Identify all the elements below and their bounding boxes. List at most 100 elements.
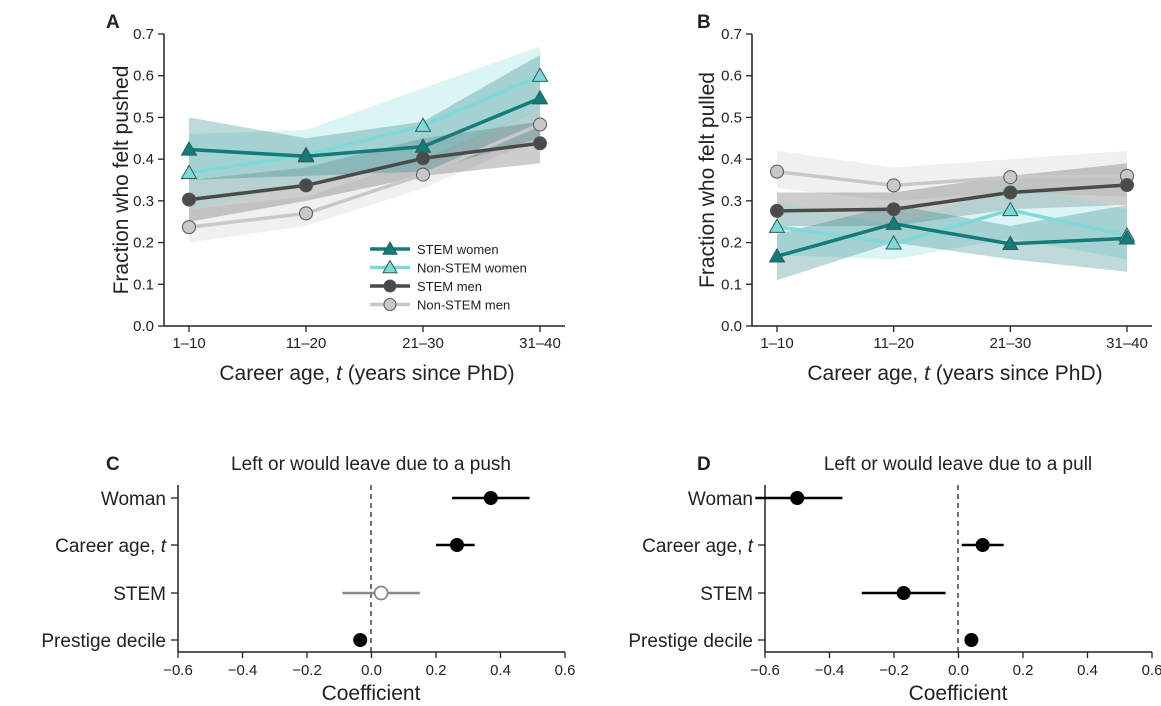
- panel-d-category-prestige-decile: Prestige decile: [628, 631, 753, 652]
- panel-b-point-stem-men: [1003, 185, 1018, 200]
- panel-d-letter: D: [697, 454, 711, 475]
- panel-b-ylabel: Fraction who felt pulled: [696, 72, 719, 288]
- panel-a-series-lines: [188, 74, 541, 229]
- panel-b-point-non-stem-women: [885, 234, 903, 250]
- legend-label-stem-women: STEM women: [417, 242, 499, 257]
- panel-d-xtick-label: −0.2: [879, 662, 909, 679]
- panel-b-point-stem-men: [886, 202, 901, 217]
- panel-c-xtick-label: 0.0: [361, 662, 382, 679]
- panel-b-point-stem-men: [770, 203, 784, 218]
- legend-marker-non-stem-men: [383, 298, 397, 311]
- panel-a-point-stem-men: [533, 136, 547, 151]
- panel-a-markers: [180, 67, 549, 235]
- panel-b-series-lines: [776, 169, 1128, 259]
- panel-b-ytick-label: 0.7: [721, 26, 742, 43]
- panel-c-category-stem: STEM: [113, 584, 166, 605]
- panel-b-point-non-stem-women: [768, 218, 786, 233]
- panel-b-point-stem-women: [885, 215, 903, 230]
- panel-a-point-stem-men: [299, 178, 313, 193]
- panel-a-legend: STEM women Non-STEM women STEM men Non-STEM…: [370, 240, 527, 313]
- panel-b-letter: B: [697, 12, 711, 33]
- panel-d-x-ticks: −0.6 −0.4 −0.2 0.0 0.2 0.4 0.6: [750, 652, 1161, 679]
- panel-c-xtick-label: 0.2: [426, 662, 447, 679]
- panel-a-xtick-label: 1–10: [172, 335, 205, 352]
- panel-d-xlabel: Coefficient: [909, 682, 1008, 705]
- panel-b-band-stem-women: [777, 205, 1127, 281]
- panel-c-estimate-stem: [373, 585, 389, 601]
- panel-d-xtick-label: 0.0: [948, 662, 969, 679]
- panel-b-xtick-label: 1–10: [760, 335, 793, 352]
- panel-d-estimate-stem: [896, 586, 911, 600]
- legend-marker-stem-women: [382, 240, 398, 255]
- panel-b-point-stem-women: [1118, 229, 1136, 245]
- panel-a-point-non-stem-men: [182, 220, 196, 235]
- panel-a-x-ticks: 1–10 11–20 21–30 31–40: [172, 326, 561, 352]
- panel-a-ytick-label: 0.7: [133, 26, 154, 43]
- panel-d-xtick-label: 0.2: [1013, 662, 1034, 679]
- panel-d-xtick-label: −0.6: [750, 662, 780, 679]
- panel-b-line-non-stem-women: [776, 208, 1128, 246]
- panel-c-category-prestige-decile: Prestige decile: [41, 631, 166, 652]
- panel-c-xtick-label: −0.4: [228, 662, 258, 679]
- panel-b-ytick-label: 0.3: [721, 193, 742, 210]
- panel-c-xlabel: Coefficient: [322, 682, 421, 705]
- legend-label-non-stem-men: Non-STEM men: [417, 298, 510, 313]
- panel-b-xlabel-part1: Career age,: [807, 362, 924, 385]
- panel-a-xlabel-part1: Career age,: [219, 362, 336, 385]
- panel-b-point-non-stem-men: [886, 178, 901, 193]
- panel-a-xlabel-t: t: [336, 362, 343, 385]
- panel-a-xtick-label: 31–40: [519, 335, 561, 352]
- panel-d-categories: Woman Career age, t STEM Prestige decile: [628, 489, 765, 652]
- panel-c-coefficient-plot: C Left or would leave due to a push Coef…: [41, 454, 575, 705]
- panel-a-xlabel-part2: (years since PhD): [342, 362, 515, 385]
- panel-a-ytick-label: 0.5: [133, 109, 154, 126]
- panel-c-category-italic-t: t: [161, 536, 167, 557]
- panel-c-xtick-label: −0.2: [292, 662, 322, 679]
- panel-d-estimate-prestige-decile: [964, 633, 979, 647]
- panel-b-ytick-label: 0.5: [721, 109, 742, 126]
- panel-b-xlabel-part2: (years since PhD): [930, 362, 1103, 385]
- panel-d-category-stem: STEM: [700, 584, 753, 605]
- panel-d-estimates: [755, 491, 1004, 647]
- panel-a-ytick-label: 0.3: [133, 193, 154, 210]
- panel-a-line-chart: A Fraction who felt pushed Career age, t…: [106, 12, 565, 385]
- panel-d-category-text: Career age,: [642, 536, 748, 557]
- panel-b-ytick-label: 0.0: [721, 318, 742, 335]
- panel-a-point-stem-men: [416, 151, 430, 166]
- panel-c-categories: Woman Career age, t STEM Prestige decile: [41, 489, 178, 652]
- panel-a-point-stem-women: [180, 141, 198, 156]
- panel-a-ytick-label: 0.6: [133, 68, 154, 85]
- panel-b-line-stem-men: [776, 183, 1128, 213]
- legend-marker-non-stem-women: [382, 259, 398, 274]
- panel-d-xtick-label: 0.6: [1142, 662, 1161, 679]
- panel-a-y-ticks: 0.0 0.1 0.2 0.3 0.4 0.5 0.6 0.7: [133, 26, 164, 335]
- panel-a-point-stem-men: [182, 192, 196, 207]
- panel-a-xlabel: Career age, t (years since PhD): [219, 362, 514, 385]
- panel-b-xtick-label: 21–30: [989, 335, 1031, 352]
- panel-a-point-stem-women: [297, 147, 315, 163]
- panel-a-point-non-stem-women: [414, 117, 432, 132]
- panel-a-point-non-stem-men: [533, 117, 547, 132]
- panel-b-markers: [768, 164, 1136, 263]
- panel-b-ytick-label: 0.4: [721, 151, 742, 168]
- panel-b-point-stem-women: [768, 247, 786, 263]
- panel-d-coefficient-plot: D Left or would leave due to a pull Coef…: [628, 454, 1161, 705]
- panel-a-band-non-stem-men: [189, 109, 540, 243]
- panel-d-title: Left or would leave due to a pull: [824, 454, 1092, 475]
- panel-a-xtick-label: 21–30: [402, 335, 444, 352]
- panel-a-band-non-stem-women: [189, 46, 540, 210]
- panel-a-point-stem-women: [414, 138, 432, 153]
- panel-c-xtick-label: 0.4: [490, 662, 511, 679]
- panel-b-xlabel-t: t: [924, 362, 931, 385]
- panel-a-line-stem-men: [188, 141, 541, 202]
- panel-b-xtick-label: 11–20: [873, 335, 914, 352]
- panel-b-point-stem-women: [1001, 235, 1019, 250]
- panel-b-line-stem-women: [776, 222, 1128, 259]
- panel-b-ci-bands: [777, 150, 1127, 281]
- panel-b-line-chart: B Fraction who felt pulled Career age, t…: [696, 12, 1152, 385]
- panel-b-ytick-label: 0.1: [721, 276, 742, 293]
- legend-label-non-stem-women: Non-STEM women: [417, 261, 527, 276]
- panel-c-x-ticks: −0.6 −0.4 −0.2 0.0 0.2 0.4 0.6: [163, 652, 575, 679]
- panel-a-ytick-label: 0.1: [133, 276, 154, 293]
- panel-b-point-non-stem-women: [1001, 201, 1019, 217]
